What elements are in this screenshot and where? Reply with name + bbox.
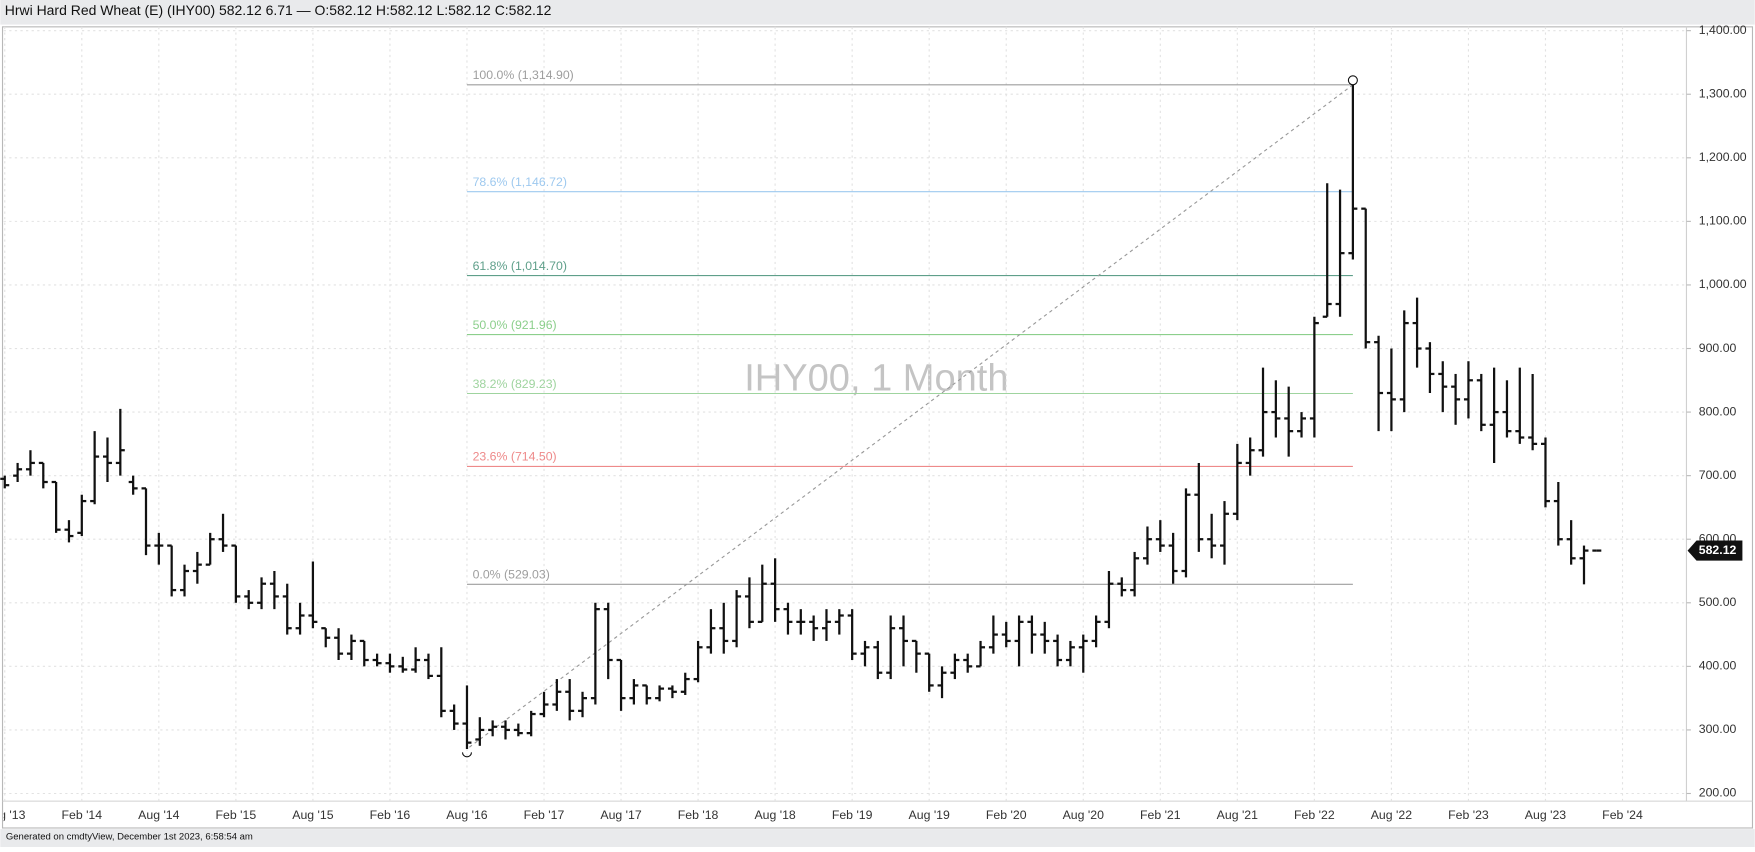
- x-tick-label: Feb '14: [61, 808, 102, 822]
- footer-bar: [0, 829, 1755, 847]
- fib-label: 23.6% (714.50): [473, 450, 557, 464]
- fib-label: 0.0% (529.03): [473, 568, 550, 582]
- x-tick-label: Aug '22: [1371, 808, 1412, 822]
- x-tick-label: Feb '21: [1140, 808, 1181, 822]
- y-tick-label: 800.00: [1699, 404, 1737, 418]
- x-tick-label: Aug '20: [1063, 808, 1104, 822]
- y-tick-label: 900.00: [1699, 341, 1737, 355]
- x-tick-label: Aug '18: [754, 808, 795, 822]
- fib-label: 50.0% (921.96): [473, 318, 557, 332]
- last-price-tag: [1687, 540, 1743, 561]
- footer-text: Generated on cmdtyView, December 1st 202…: [6, 831, 253, 842]
- swing-low-marker: [461, 752, 473, 758]
- chart-title: Hrwi Hard Red Wheat (E) (IHY00) 582.12 6…: [5, 2, 552, 18]
- x-tick-label: Feb '18: [678, 808, 719, 822]
- x-tick-label: Aug '19: [909, 808, 950, 822]
- fib-label: 38.2% (829.23): [473, 377, 557, 391]
- fib-label: 78.6% (1,146.72): [473, 175, 567, 189]
- bars: [0, 84, 1602, 749]
- x-tick-label: Feb '24: [1602, 808, 1643, 822]
- x-tick-label: Aug '14: [138, 808, 179, 822]
- x-tick-label: Aug '21: [1217, 808, 1258, 822]
- y-tick-label: 400.00: [1699, 659, 1737, 673]
- watermark: IHY00, 1 Month: [744, 357, 1008, 399]
- grid: [3, 26, 1687, 802]
- x-tick-label: Aug '15: [292, 808, 333, 822]
- header-bar: [0, 0, 1755, 25]
- x-tick-label: Aug '13: [0, 808, 26, 822]
- x-tick-label: Aug '23: [1525, 808, 1566, 822]
- y-tick-label: 200.00: [1699, 786, 1737, 800]
- x-axis: Aug '13 Feb '14 Aug '14 Feb '15 Aug '15 Feb '…: [0, 808, 1643, 822]
- x-tick-label: Aug '17: [600, 808, 641, 822]
- x-tick-label: Feb '17: [524, 808, 565, 822]
- y-tick-label: 700.00: [1699, 468, 1737, 482]
- y-tick-label: 1,000.00: [1699, 277, 1747, 291]
- y-tick-label: 500.00: [1699, 595, 1737, 609]
- fib-trend: [466, 84, 1354, 750]
- x-tick-label: Feb '16: [370, 808, 411, 822]
- x-tick-label: Feb '22: [1294, 808, 1335, 822]
- y-tick-label: 1,200.00: [1699, 150, 1747, 164]
- y-tick-label: 1,300.00: [1699, 86, 1747, 100]
- y-axis: 200.00300.00400.00500.00600.00700.00800.…: [1686, 23, 1747, 800]
- fib-label: 61.8% (1,014.70): [473, 259, 567, 273]
- y-tick-label: 1,100.00: [1699, 214, 1747, 228]
- x-tick-label: Feb '20: [986, 808, 1027, 822]
- x-tick-label: Feb '23: [1448, 808, 1489, 822]
- x-tick-label: Aug '16: [446, 808, 487, 822]
- fib-label: 100.0% (1,314.90): [473, 68, 574, 82]
- fibonacci: 100.0% (1,314.90) 78.6% (1,146.72) 61.8% (…: [461, 68, 1358, 758]
- last-price-label: 582.12: [1699, 543, 1737, 557]
- y-tick-label: 300.00: [1699, 722, 1737, 736]
- y-tick-label: 1,400.00: [1699, 23, 1747, 37]
- x-tick-label: Feb '15: [216, 808, 257, 822]
- plot-frame: [1, 26, 1754, 829]
- x-tick-label: Feb '19: [832, 808, 873, 822]
